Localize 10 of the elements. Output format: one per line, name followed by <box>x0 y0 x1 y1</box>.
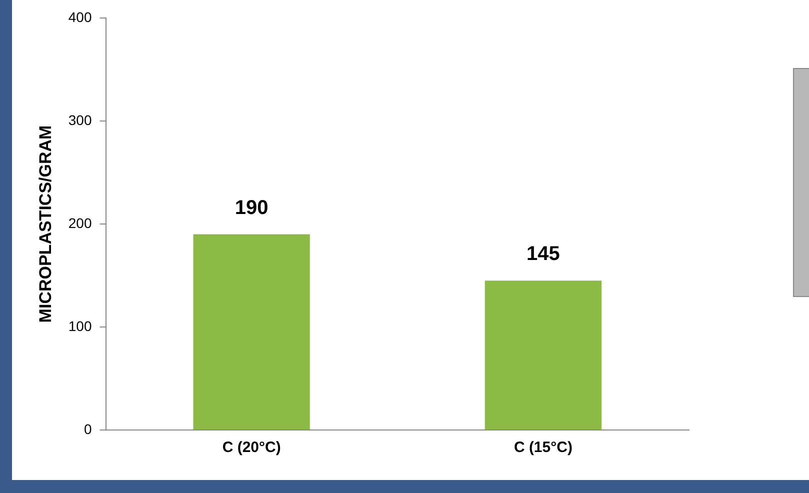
y-tick-label: 0 <box>84 420 92 437</box>
x-tick-label: C (20°C) <box>222 439 281 456</box>
y-tick-label: 100 <box>68 318 92 334</box>
data-label: 145 <box>526 243 560 266</box>
y-tick-label: 200 <box>68 214 92 231</box>
y-tick-label: 400 <box>68 8 92 25</box>
y-axis-title: MICROPLASTICS/GRAM <box>36 125 55 323</box>
x-tick-label: C (15°C) <box>514 439 572 456</box>
data-label: 190 <box>234 196 268 219</box>
y-tick-label: 300 <box>68 112 92 128</box>
